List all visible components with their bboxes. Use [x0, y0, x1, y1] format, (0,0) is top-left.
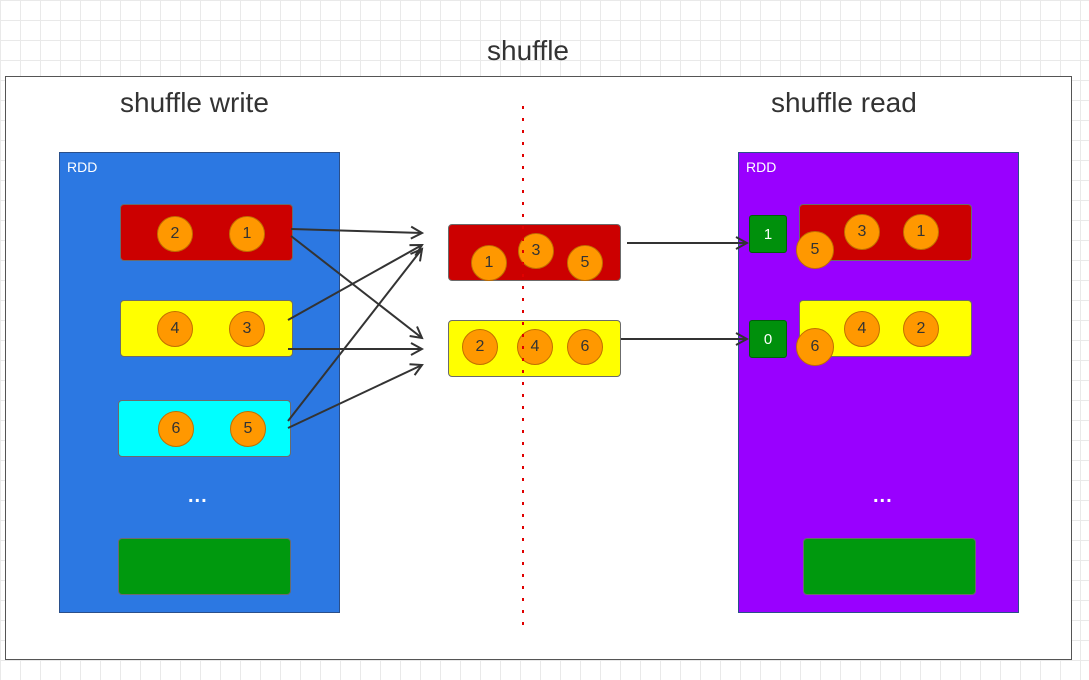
- write-partition-0: 2 1: [120, 204, 293, 261]
- write-partition-1: 4 3: [120, 300, 293, 357]
- record-circle: 3: [844, 214, 880, 250]
- arrow-w0-to-m1: [290, 235, 422, 338]
- read-partition-0: 3 1: [799, 204, 972, 261]
- read-partition-0-index-tag: 1: [749, 215, 787, 253]
- record-circle: 5: [230, 411, 266, 447]
- record-circle: 5: [796, 231, 834, 269]
- arrow-w1-to-m0: [287, 245, 422, 321]
- record-circle: 4: [844, 311, 880, 347]
- write-partition-last: [118, 538, 291, 595]
- middle-partition-0: 1 3 5: [448, 224, 621, 281]
- write-partition-2: 6 5: [118, 400, 291, 457]
- middle-partition-1: 2 4 6: [448, 320, 621, 377]
- shuffle-write-title: shuffle write: [120, 87, 269, 118]
- record-circle: 4: [157, 311, 193, 347]
- diagram-title: shuffle: [487, 35, 569, 66]
- record-circle: 1: [471, 245, 507, 281]
- write-ellipsis: ...: [188, 485, 208, 507]
- arrow-w0-to-m0: [290, 229, 422, 233]
- arrow-w2-to-m1: [287, 365, 422, 429]
- read-ellipsis: ...: [873, 485, 893, 507]
- record-circle: 2: [462, 329, 498, 365]
- record-circle: 1: [903, 214, 939, 250]
- record-circle: 6: [796, 328, 834, 366]
- read-partition-last: [803, 538, 976, 595]
- record-circle: 2: [903, 311, 939, 347]
- record-circle: 1: [229, 216, 265, 252]
- record-circle: 2: [157, 216, 193, 252]
- write-rdd-label: RDD: [67, 159, 98, 175]
- record-circle: 3: [229, 311, 265, 347]
- record-circle: 5: [567, 245, 603, 281]
- shuffle-read-title: shuffle read: [771, 87, 917, 118]
- record-circle: 6: [158, 411, 194, 447]
- record-circle: 6: [567, 329, 603, 365]
- arrow-w2-to-m0: [287, 249, 422, 422]
- read-rdd-label: RDD: [746, 159, 777, 175]
- read-partition-1-index-tag: 0: [749, 320, 787, 358]
